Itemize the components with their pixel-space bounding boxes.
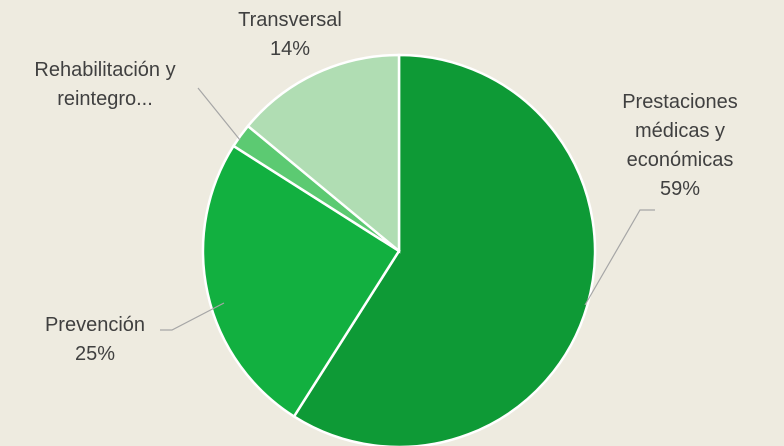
slice-label: Prevención 25% [20,311,170,369]
pie-slice [292,53,597,446]
slice-label: Transversal 14% [200,6,380,64]
leader-line [160,302,225,331]
pie-slice [201,144,401,419]
value-label: 25% [74,343,116,365]
leader-line [584,209,655,306]
value-label: 59% [659,178,701,200]
category-label: Rehabilitación y reintegro... [34,59,176,110]
value-label: 14% [269,38,311,60]
pie-slice [246,53,401,254]
slice-label: Prestaciones médicas y económicas 59% [590,88,770,204]
category-label: Prestaciones médicas y económicas [622,91,738,171]
category-label: Transversal [238,9,342,31]
leader-line [197,87,241,141]
slice-label: Rehabilitación y reintegro... [5,56,205,114]
category-label: Prevención [44,314,146,336]
